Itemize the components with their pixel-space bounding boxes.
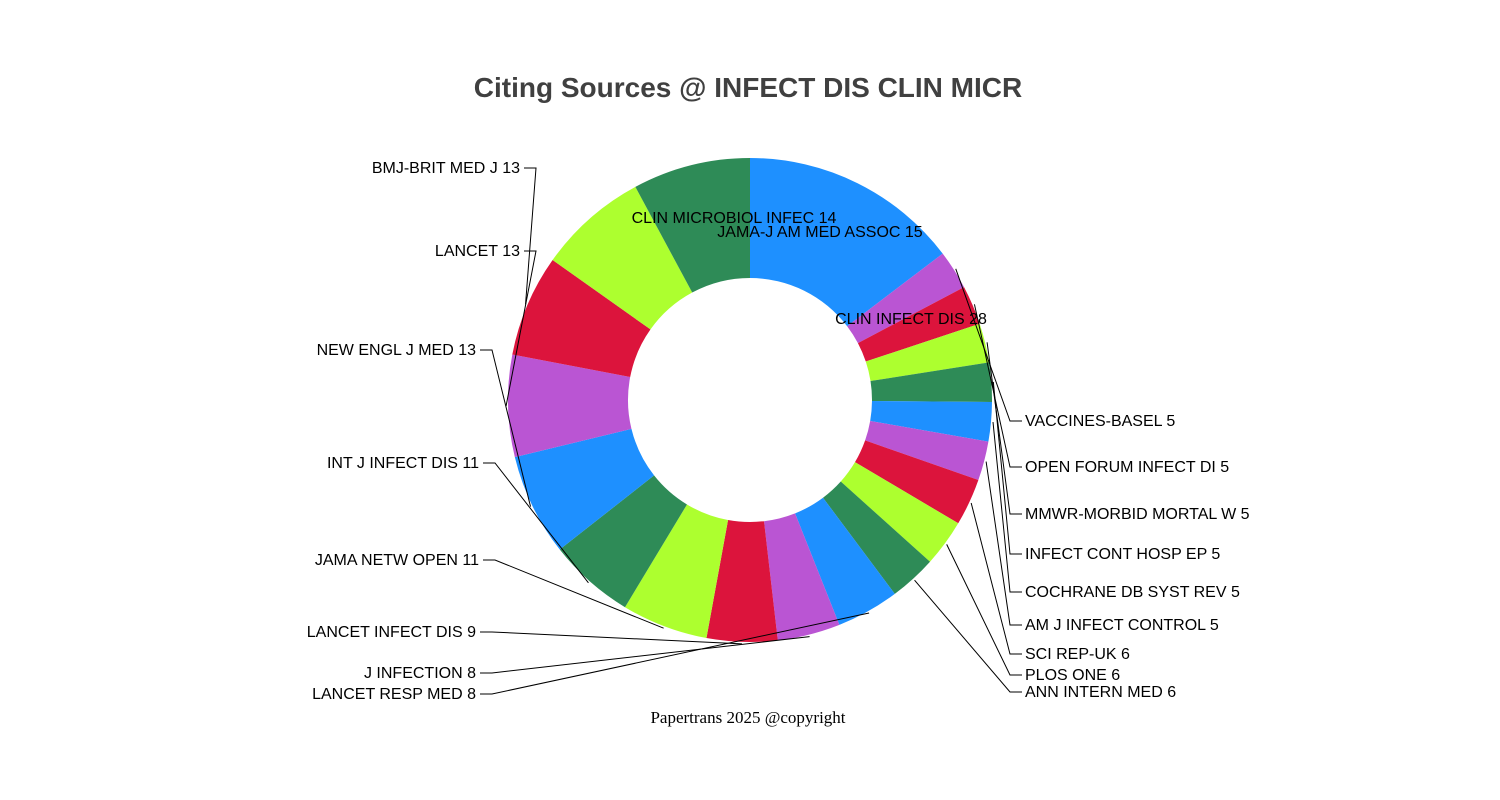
slice-label: SCI REP-UK 6 — [1025, 646, 1130, 663]
leader-line — [992, 381, 1022, 555]
donut-slice — [552, 186, 693, 330]
leader-line — [986, 342, 1022, 515]
slice-label: COCHRANE DB SYST REV 5 — [1025, 584, 1240, 601]
slice-label: J INFECTION 8 — [364, 665, 476, 682]
donut-slice — [514, 428, 655, 550]
slice-label: JAMA NETW OPEN 11 — [315, 552, 479, 569]
donut-slice — [706, 520, 778, 642]
slice-label: LANCET 13 — [435, 243, 520, 260]
donut-slice — [870, 401, 992, 442]
donut-slice — [840, 462, 959, 562]
leader-line — [946, 544, 1022, 676]
donut-slice — [750, 158, 943, 327]
donut-slice — [857, 287, 980, 362]
leader-lines — [480, 167, 1022, 695]
slice-label: BMJ-BRIT MED J 13 — [372, 160, 520, 177]
donut-slice — [559, 475, 687, 608]
slice-label: OPEN FORUM INFECT DI 5 — [1025, 459, 1229, 476]
donut-slice — [870, 362, 992, 402]
leader-line — [505, 250, 537, 407]
donut-slice — [507, 354, 632, 458]
slice-label: NEW ENGL J MED 13 — [317, 342, 477, 359]
leader-line — [914, 579, 1022, 693]
slice-label: INT J INFECT DIS 11 — [327, 455, 479, 472]
slice-label: PLOS ONE 6 — [1025, 667, 1120, 684]
slice-label: LANCET INFECT DIS 9 — [307, 624, 476, 641]
slice-label: ANN INTERN MED 6 — [1025, 684, 1176, 701]
donut-slice — [865, 323, 990, 382]
slice-label: LANCET RESP MED 8 — [312, 686, 476, 703]
leader-line — [524, 167, 537, 305]
leader-line — [480, 349, 532, 507]
leader-line — [985, 461, 1022, 626]
leader-line — [973, 304, 1022, 468]
leader-line — [483, 462, 589, 584]
leader-line — [483, 559, 664, 629]
leader-line — [955, 268, 1022, 422]
donut-slice — [795, 497, 895, 625]
slice-label: AM J INFECT CONTROL 5 — [1025, 617, 1219, 634]
donut-slice — [635, 158, 750, 293]
slice-label: CLIN INFECT DIS 28 — [835, 311, 987, 328]
donut-slice — [512, 260, 651, 378]
donut-slice — [847, 253, 965, 344]
slice-labels: CLIN INFECT DIS 28 VACCINES-BASEL 5 OPEN F… — [307, 160, 1250, 703]
leader-line — [480, 636, 810, 674]
slice-label: JAMA-J AM MED ASSOC 15 — [717, 224, 922, 241]
leader-line — [992, 421, 1022, 593]
donut-slice — [823, 481, 931, 594]
slice-label: CLIN MICROBIOL INFEC 14 — [632, 210, 837, 227]
copyright-footer: Papertrans 2025 @copyright — [650, 708, 845, 727]
leader-line — [970, 502, 1022, 655]
slice-label: INFECT CONT HOSP EP 5 — [1025, 546, 1220, 563]
slice-label: MMWR-MORBID MORTAL W 5 — [1025, 506, 1250, 523]
donut-slice — [764, 513, 840, 641]
chart-title: Citing Sources @ INFECT DIS CLIN MICR — [474, 72, 1022, 103]
donut-slice — [865, 420, 989, 481]
leader-line — [480, 631, 742, 645]
donut-slice — [625, 504, 729, 639]
donut-slices — [507, 158, 992, 642]
leader-line — [480, 612, 870, 695]
slice-label: VACCINES-BASEL 5 — [1025, 413, 1175, 430]
donut-slice — [854, 440, 979, 524]
